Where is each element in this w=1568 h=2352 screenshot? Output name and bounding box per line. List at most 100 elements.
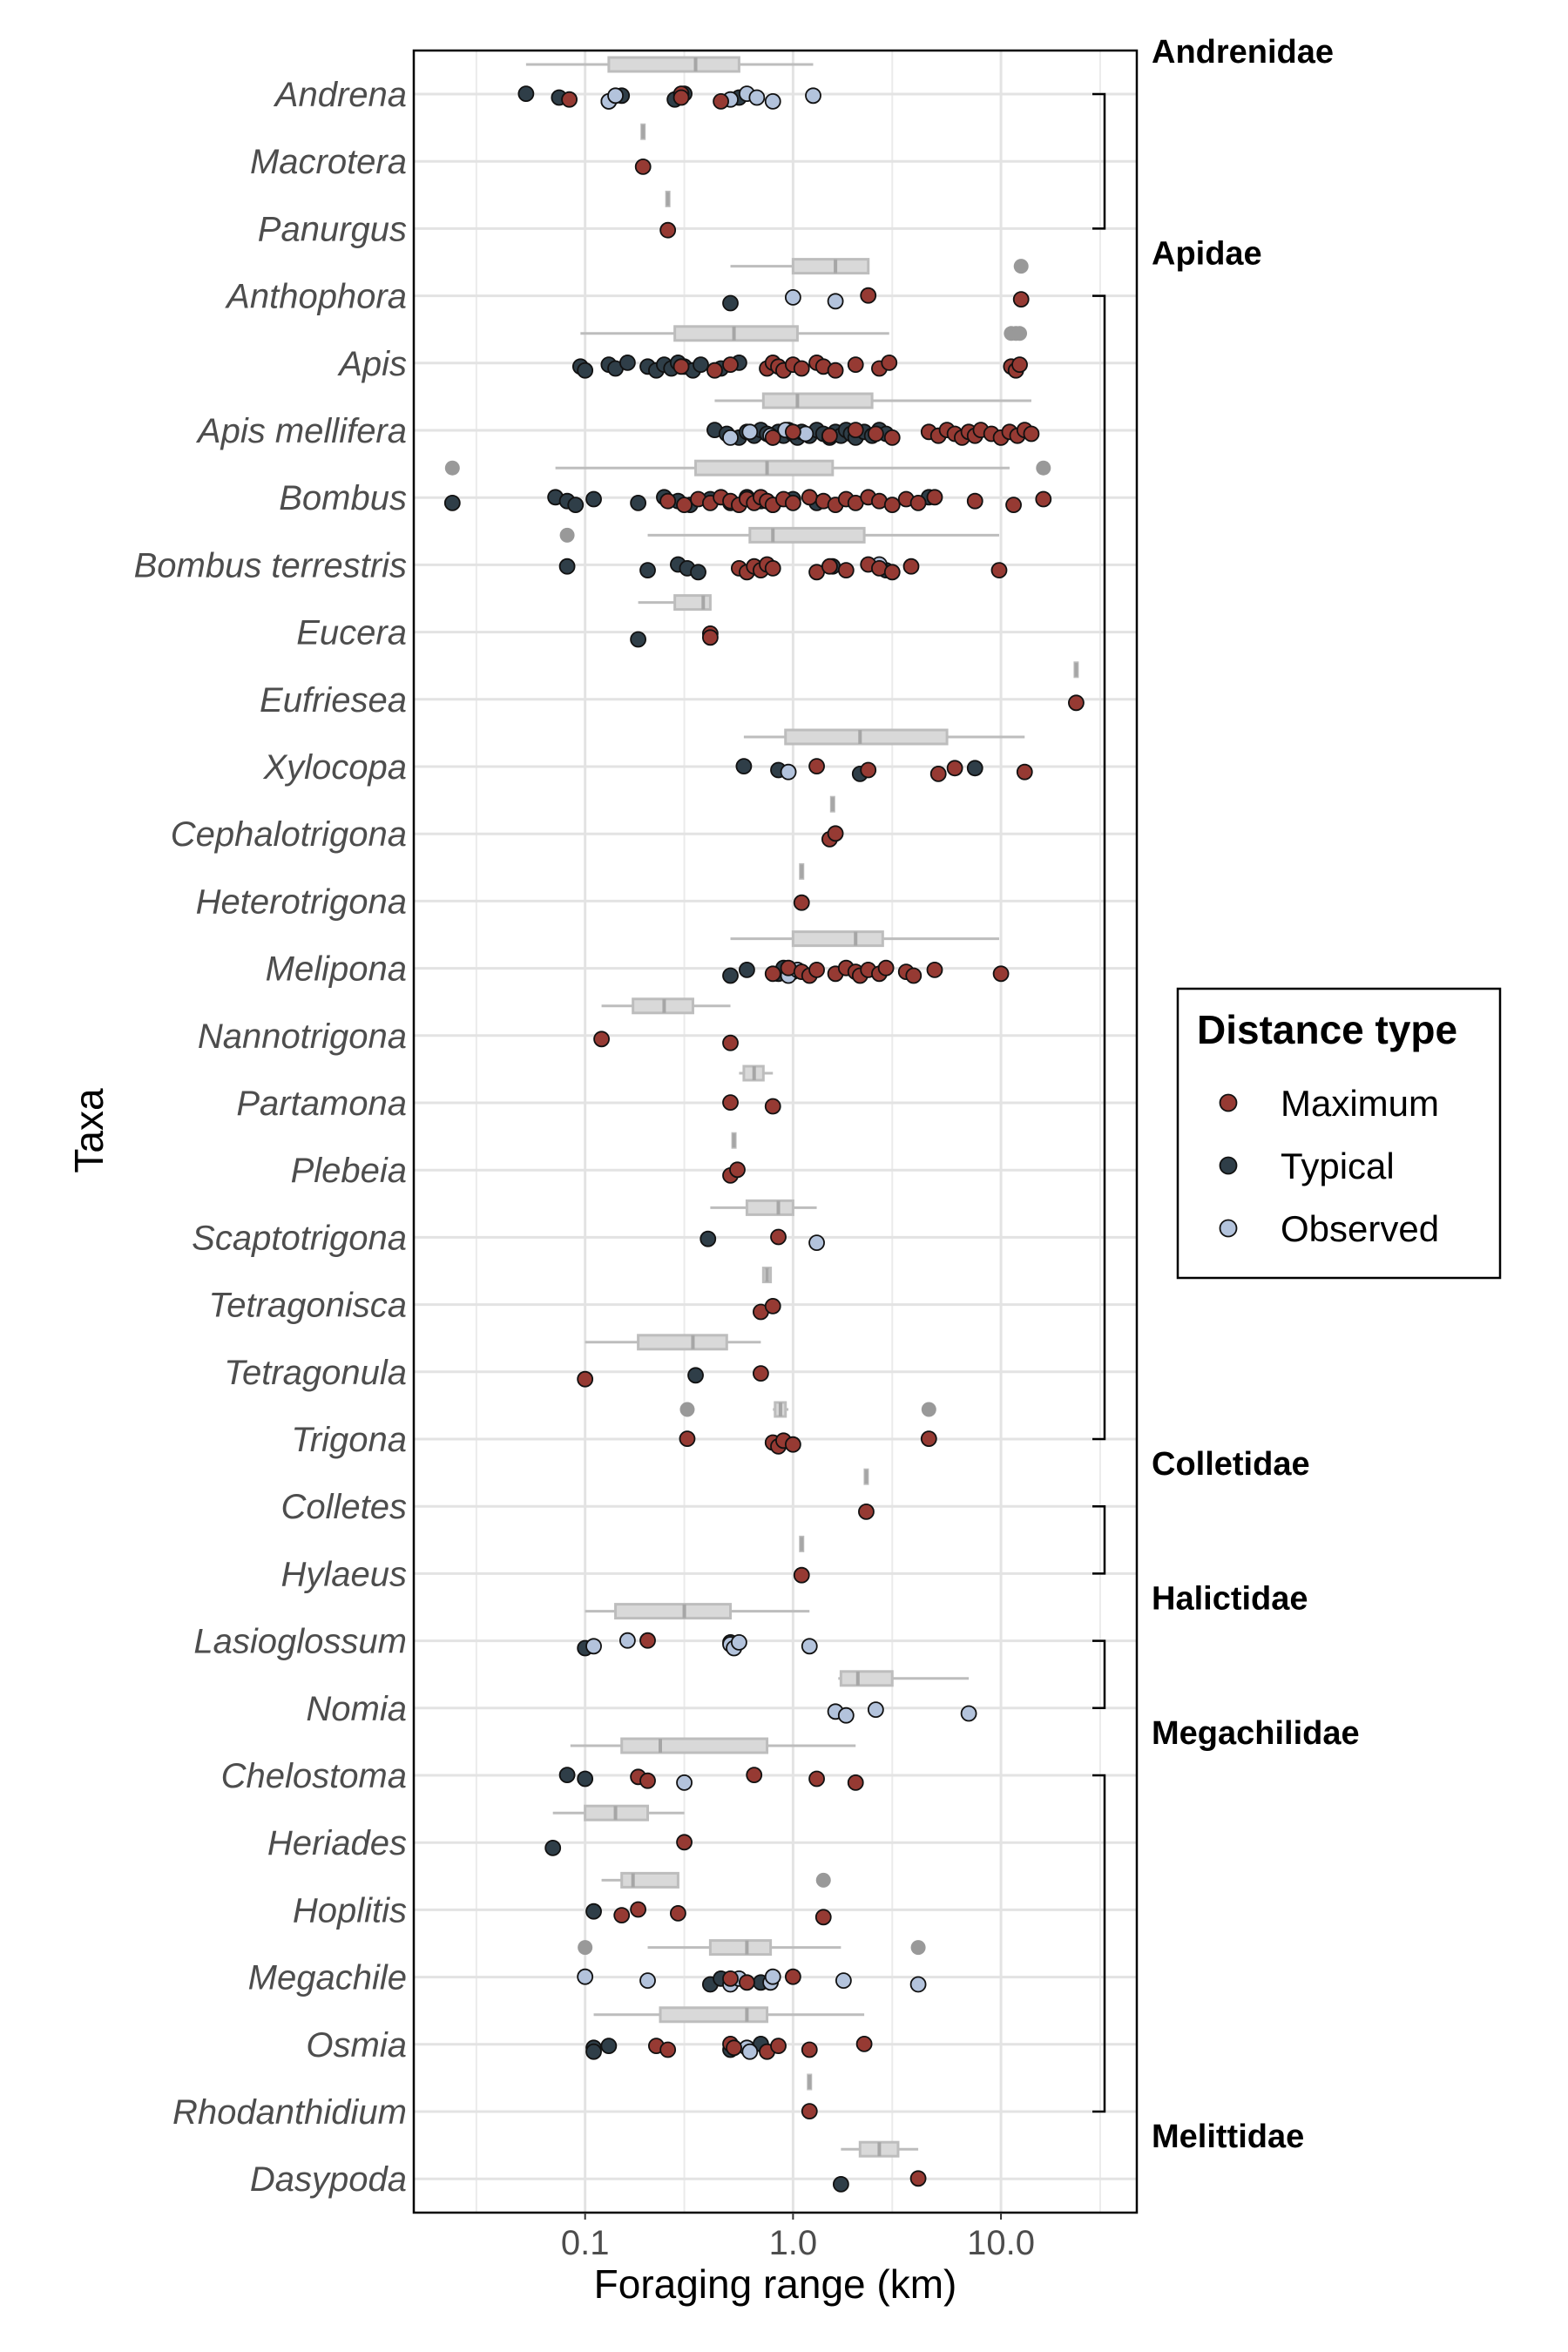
box-iqr [637,1334,728,1351]
point-maximum [672,358,690,375]
taxon-label-hoplitis: Hoplitis [293,1891,407,1930]
box-iqr [673,594,712,612]
taxon-label-tetragonula: Tetragonula [224,1354,407,1392]
data-points [443,85,1085,2193]
taxon-label-dasypoda: Dasypoda [250,2160,407,2199]
point-typical [630,631,647,648]
x-axis-title: Foraging range (km) [594,2261,957,2307]
points-anthophora [722,287,1030,312]
point-maximum [793,360,810,377]
point-maximum [764,1298,781,1315]
point-maximum [764,965,781,983]
point-observed [837,1707,855,1724]
outlier-point [578,1940,593,1956]
point-maximum [837,562,855,578]
point-typical [722,294,739,312]
point-typical [690,564,706,581]
point-maximum [847,1774,864,1791]
family-brackets: Andrenidae Apidae Colletidae Halictidae Mega… [1092,34,1360,2155]
point-maximum [639,1772,656,1789]
boxplot-colletes [863,1468,869,1485]
legend-label: Observed [1281,1208,1439,1249]
box-iqr [607,56,740,73]
points-cephalotrigona [821,825,844,848]
point-maximum [676,497,693,513]
point-observed [784,288,801,306]
point-typical [585,1903,602,1920]
family-andrenidae: Andrenidae [1092,34,1334,230]
boxplot-anthophora [730,258,1029,275]
point-maximum [784,495,801,511]
family-label: Colletidae [1152,1446,1310,1483]
point-maximum [1005,497,1022,513]
point-observed [960,1705,977,1722]
points-macrotera [634,158,652,175]
box-iqr [694,459,835,476]
point-observed [607,87,624,105]
point-maximum [764,429,781,446]
boxplot-nannotrigona [601,997,731,1015]
point-maximum [1016,763,1033,781]
box-iqr [784,728,949,746]
boxplot-hoplitis [601,1871,831,1889]
family-melittidae: Melittidae [1152,2119,1304,2155]
point-maximum [883,429,901,446]
points-tetragonula [577,1365,769,1388]
point-maximum [659,221,677,239]
point-observed [764,1968,781,1985]
legend-item-maximum: Maximum [1219,1083,1439,1124]
taxon-label-scaptotrigona: Scaptotrigona [192,1219,407,1257]
legend-title: Distance type [1197,1007,1457,1052]
points-hylaeus [793,1566,810,1584]
point-typical [630,495,647,511]
boxplot-bombus-terrestris [559,526,999,544]
boxplot-osmia [593,2006,865,2024]
point-observed [867,1701,884,1718]
box-iqr [791,258,870,275]
points-plebeia [722,1161,746,1184]
point-maximum [966,492,983,510]
points-xylocopa [735,758,1033,782]
point-maximum [770,2038,787,2055]
point-maximum [701,629,719,646]
boxplot-plebeia [731,1132,737,1149]
taxon-label-megachile: Megachile [248,1959,407,1997]
point-typical [558,558,576,575]
boxplot-chelostoma [570,1737,856,1754]
legend-label: Maximum [1281,1083,1439,1124]
point-maximum [713,93,729,110]
point-observed [585,1638,602,1655]
point-maximum [801,489,818,506]
point-typical [735,758,753,774]
outlier-point [444,460,460,476]
point-maximum [764,1098,781,1115]
family-halictidae: Halictidae [1092,1581,1308,1710]
point-maximum [659,492,677,510]
point-maximum [883,564,901,581]
point-maximum [706,362,723,379]
outlier-point [1012,326,1028,341]
points-andrena [517,85,821,110]
points-nannotrigona [593,1031,739,1051]
points-colletes [858,1504,875,1520]
boxplot-melipona [730,930,999,948]
point-maximum [746,1767,763,1783]
boxplot-dasypoda [841,2140,919,2158]
family-bracket [1092,1639,1106,1710]
point-typical [639,562,656,578]
taxon-label-melipona: Melipona [266,950,407,989]
points-apis-mellifera [706,422,1040,446]
family-label: Melittidae [1152,2119,1304,2155]
point-observed [748,89,766,106]
points-nomia [827,1701,977,1724]
point-observed [577,1968,594,1985]
taxon-label-apis: Apis [337,345,407,383]
point-typical [700,1230,717,1247]
family-megachilidae: Megachilidae [1092,1715,1360,2113]
family-label: Megachilidae [1152,1715,1360,1752]
taxon-label-heterotrigona: Heterotrigona [196,882,407,921]
outlier-point [1013,259,1029,274]
point-maximum [801,2041,818,2058]
points-osmia [585,2035,873,2060]
taxon-label-chelostoma: Chelostoma [221,1757,407,1795]
